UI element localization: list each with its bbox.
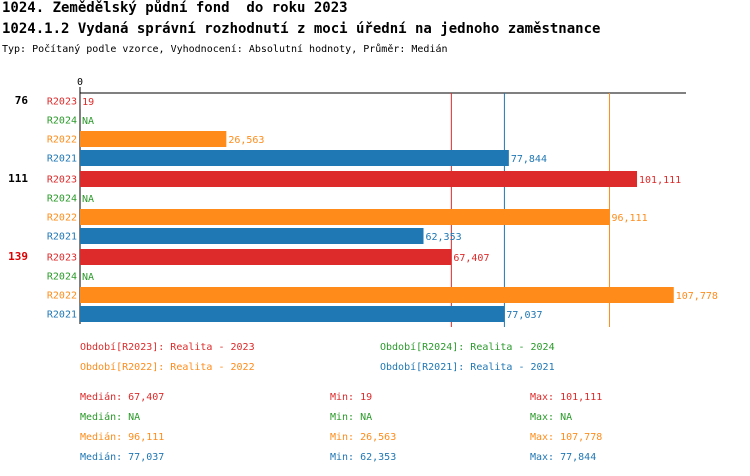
stat-median-r2023: Medián: 67,407 [80, 392, 165, 403]
series-label: R2022 [47, 135, 77, 146]
bar-r2023 [80, 249, 452, 265]
data-label: NA [82, 272, 94, 283]
bar-r2022 [80, 131, 227, 147]
series-label: R2023 [47, 97, 77, 108]
data-label: 101,111 [639, 175, 681, 186]
legend-item-r2023: Období[R2023]: Realita - 2023 [80, 342, 255, 353]
series-label: R2024 [47, 272, 77, 283]
series-label: R2021 [47, 154, 77, 165]
data-label: 77,037 [506, 310, 542, 321]
data-label: NA [82, 116, 94, 127]
series-label: R2022 [47, 291, 77, 302]
legend-item-r2021: Období[R2021]: Realita - 2021 [380, 362, 555, 373]
bar-r2023 [80, 171, 638, 187]
series-label: R2021 [47, 232, 77, 243]
bar-r2021 [80, 306, 505, 322]
group-label: 139 [8, 250, 28, 263]
legend-item-r2024: Období[R2024]: Realita - 2024 [380, 342, 555, 353]
bar-r2021 [80, 150, 509, 166]
x-tick-label: 0 [77, 77, 83, 88]
stat-max-r2021: Max: 77,844 [530, 452, 597, 463]
data-label: 107,778 [676, 291, 718, 302]
stat-median-r2022: Medián: 96,111 [80, 432, 165, 443]
data-label: 19 [82, 97, 94, 108]
series-label: R2022 [47, 213, 77, 224]
page-title: 1024. Zemědělský půdní fond do roku 2023 [2, 0, 348, 16]
data-label: 96,111 [611, 213, 647, 224]
stat-max-r2024: Max: NA [530, 412, 573, 423]
series-label: R2024 [47, 116, 77, 127]
bar-r2021 [80, 228, 424, 244]
data-label: NA [82, 194, 94, 205]
series-label: R2021 [47, 310, 77, 321]
data-label: 62,353 [426, 232, 462, 243]
series-label: R2024 [47, 194, 77, 205]
stat-min-r2021: Min: 62,353 [330, 452, 397, 463]
chart-subtitle: 1024.1.2 Vydaná správní rozhodnutí z moc… [2, 21, 601, 37]
data-label: 26,563 [228, 135, 264, 146]
group-label: 111 [8, 172, 28, 185]
stat-median-r2024: Medián: NA [80, 412, 141, 423]
stat-max-r2023: Max: 101,111 [530, 392, 603, 403]
stat-max-r2022: Max: 107,778 [530, 432, 603, 443]
bar-r2022 [80, 287, 674, 303]
stat-min-r2022: Min: 26,563 [330, 432, 397, 443]
stat-min-r2024: Min: NA [330, 412, 373, 423]
data-label: 67,407 [453, 253, 489, 264]
group-label: 76 [15, 94, 29, 107]
type-description: Typ: Počítaný podle vzorce, Vyhodnocení:… [2, 44, 448, 55]
bar-r2022 [80, 209, 610, 225]
series-label: R2023 [47, 253, 77, 264]
series-label: R2023 [47, 175, 77, 186]
stat-median-r2021: Medián: 77,037 [80, 452, 165, 463]
data-label: 77,844 [511, 154, 547, 165]
stat-min-r2023: Min: 19 [330, 392, 373, 403]
legend-item-r2022: Období[R2022]: Realita - 2022 [80, 362, 255, 373]
